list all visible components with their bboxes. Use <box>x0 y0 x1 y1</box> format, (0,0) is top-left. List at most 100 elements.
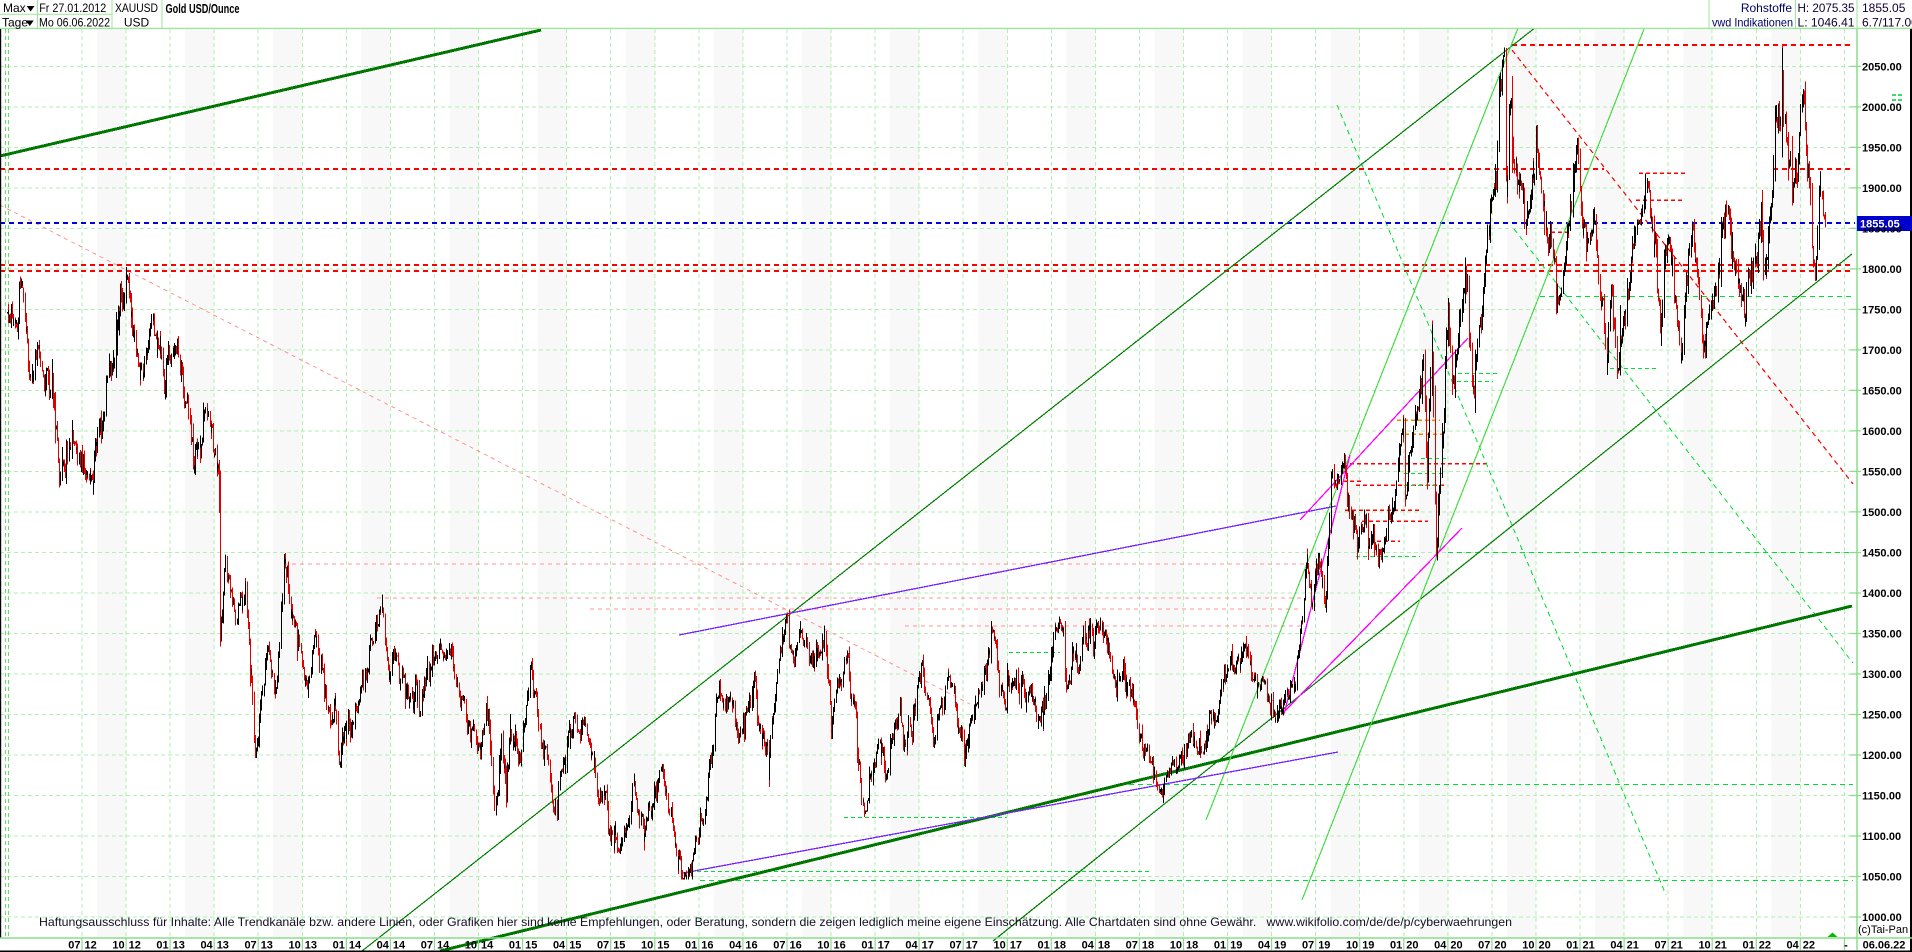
svg-text:16: 16 <box>790 940 802 952</box>
svg-text:1750.00: 1750.00 <box>1862 304 1902 316</box>
svg-text:22: 22 <box>1759 940 1771 952</box>
svg-text:1000.00: 1000.00 <box>1862 912 1902 924</box>
svg-text:17: 17 <box>1010 940 1022 952</box>
svg-text:16: 16 <box>834 940 846 952</box>
svg-text:07: 07 <box>1126 940 1138 952</box>
svg-text:19: 19 <box>1274 940 1286 952</box>
svg-text:13: 13 <box>173 940 185 952</box>
svg-text:21: 21 <box>1671 940 1683 952</box>
svg-text:01: 01 <box>1743 940 1755 952</box>
svg-text:07: 07 <box>773 940 785 952</box>
svg-text:10: 10 <box>1522 940 1534 952</box>
svg-text:20: 20 <box>1450 940 1462 952</box>
svg-text:17: 17 <box>878 940 890 952</box>
svg-text:(c)Tai-Pan: (c)Tai-Pan <box>1858 924 1908 936</box>
svg-text:07: 07 <box>597 940 609 952</box>
svg-text:20: 20 <box>1494 940 1506 952</box>
svg-text:10: 10 <box>465 940 477 952</box>
svg-text:04: 04 <box>729 940 742 952</box>
svg-text:Rohstoffe: Rohstoffe <box>1741 1 1792 15</box>
svg-text:1800.00: 1800.00 <box>1862 264 1902 276</box>
svg-text:06.06.22: 06.06.22 <box>1863 940 1906 952</box>
svg-text:2000.00: 2000.00 <box>1862 102 1902 114</box>
svg-text:1150.00: 1150.00 <box>1862 791 1901 803</box>
svg-text:07: 07 <box>949 940 961 952</box>
svg-text:10: 10 <box>817 940 829 952</box>
svg-text:1900.00: 1900.00 <box>1862 183 1902 195</box>
svg-text:13: 13 <box>261 940 273 952</box>
svg-text:10: 10 <box>641 940 653 952</box>
svg-text:01: 01 <box>1390 940 1402 952</box>
svg-text:15: 15 <box>657 940 669 952</box>
svg-text:17: 17 <box>966 940 978 952</box>
svg-text:21: 21 <box>1715 940 1727 952</box>
svg-text:04: 04 <box>905 940 918 952</box>
svg-text:1650.00: 1650.00 <box>1862 385 1902 397</box>
svg-text:2050.00: 2050.00 <box>1862 61 1902 73</box>
svg-text:Max: Max <box>3 1 26 15</box>
svg-text:10: 10 <box>289 940 301 952</box>
svg-text:12: 12 <box>85 940 97 952</box>
svg-text:22: 22 <box>1803 940 1815 952</box>
svg-text:04: 04 <box>1434 940 1447 952</box>
svg-text:14: 14 <box>437 940 450 952</box>
svg-text:04: 04 <box>553 940 566 952</box>
svg-text:18: 18 <box>1054 940 1066 952</box>
svg-text:15: 15 <box>525 940 537 952</box>
svg-text:17: 17 <box>922 940 934 952</box>
svg-text:1855.05: 1855.05 <box>1862 1 1906 15</box>
svg-text:07: 07 <box>421 940 433 952</box>
svg-text:14: 14 <box>349 940 362 952</box>
svg-text:04: 04 <box>1082 940 1095 952</box>
svg-text:19: 19 <box>1318 940 1330 952</box>
svg-text:L: 1046.41: L: 1046.41 <box>1798 16 1855 30</box>
svg-text:04: 04 <box>1610 940 1623 952</box>
svg-text:USD: USD <box>124 16 150 30</box>
svg-text:21: 21 <box>1627 940 1639 952</box>
svg-text:01: 01 <box>1566 940 1578 952</box>
svg-text:10: 10 <box>1346 940 1358 952</box>
svg-text:12: 12 <box>129 940 141 952</box>
svg-text:10: 10 <box>994 940 1006 952</box>
svg-text:13: 13 <box>217 940 229 952</box>
svg-text:19: 19 <box>1362 940 1374 952</box>
svg-text:vwd Indikationen: vwd Indikationen <box>1712 16 1793 30</box>
svg-text:20: 20 <box>1539 940 1551 952</box>
svg-text:04: 04 <box>1787 940 1800 952</box>
svg-text:1550.00: 1550.00 <box>1862 466 1902 478</box>
svg-text:21: 21 <box>1583 940 1595 952</box>
svg-text:04: 04 <box>377 940 390 952</box>
svg-text:1950.00: 1950.00 <box>1862 142 1902 154</box>
svg-text:15: 15 <box>569 940 581 952</box>
svg-text:15: 15 <box>613 940 625 952</box>
svg-text:XAUUSD: XAUUSD <box>115 1 158 15</box>
svg-text:1600.00: 1600.00 <box>1862 426 1902 438</box>
svg-text:1250.00: 1250.00 <box>1862 710 1902 722</box>
svg-text:Haftungsausschluss für Inhalte: Haftungsausschluss für Inhalte: Alle Tre… <box>39 915 1512 929</box>
svg-text:01: 01 <box>685 940 697 952</box>
svg-text:07: 07 <box>68 940 80 952</box>
svg-text:07: 07 <box>1654 940 1666 952</box>
svg-text:1850.00: 1850.00 <box>1862 223 1902 235</box>
svg-text:13: 13 <box>305 940 317 952</box>
svg-text:16: 16 <box>745 940 757 952</box>
svg-text:Mo 06.06.2022: Mo 06.06.2022 <box>39 16 110 30</box>
svg-text:07: 07 <box>244 940 256 952</box>
svg-text:-: - <box>1844 940 1848 952</box>
svg-text:04: 04 <box>200 940 213 952</box>
svg-text:18: 18 <box>1142 940 1154 952</box>
svg-text:01: 01 <box>861 940 873 952</box>
svg-text:14: 14 <box>481 940 494 952</box>
svg-text:Tage: Tage <box>2 16 28 30</box>
svg-text:07: 07 <box>1302 940 1314 952</box>
svg-text:18: 18 <box>1098 940 1110 952</box>
svg-text:07: 07 <box>1478 940 1490 952</box>
svg-text:6.7/117.00: 6.7/117.00 <box>1862 16 1912 30</box>
svg-text:1050.00: 1050.00 <box>1862 872 1902 884</box>
svg-text:20: 20 <box>1406 940 1418 952</box>
svg-text:1855.05: 1855.05 <box>1860 219 1900 231</box>
svg-text:1400.00: 1400.00 <box>1862 588 1902 600</box>
svg-text:14: 14 <box>393 940 406 952</box>
svg-text:10: 10 <box>1170 940 1182 952</box>
svg-text:01: 01 <box>1038 940 1050 952</box>
